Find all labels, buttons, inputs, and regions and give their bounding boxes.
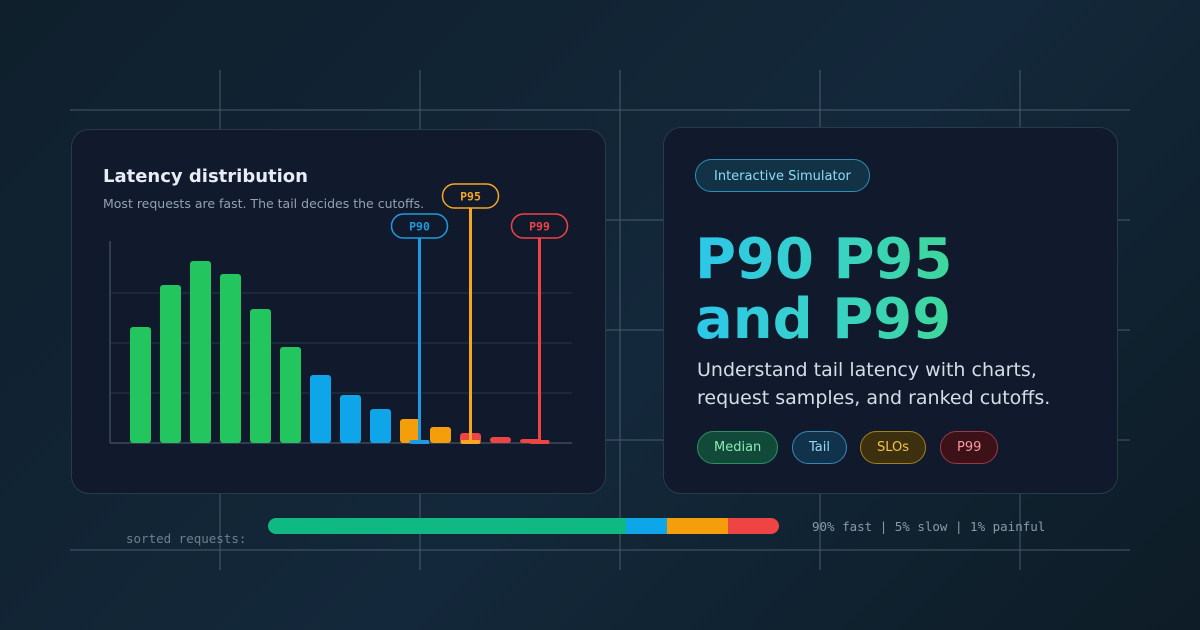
hero-title: P90 P95 and P99	[695, 230, 952, 350]
p90-marker-pill	[390, 213, 449, 239]
histogram-bar	[160, 285, 181, 443]
tag-median: Median	[697, 431, 779, 464]
hero-title-line-2: and P99	[695, 287, 952, 352]
histogram-bar	[220, 274, 241, 443]
sorted-requests-bar	[268, 518, 779, 534]
histogram-bar	[490, 437, 511, 443]
sorted-segment-slower	[666, 518, 728, 534]
histogram-bar	[400, 419, 421, 443]
p90-marker-foot	[409, 440, 430, 444]
tag-tail: Tail	[792, 431, 847, 464]
tag-p99: P99	[940, 431, 999, 464]
chart-title: Latency distribution	[103, 166, 308, 187]
sorted-requests-legend: 90% fast | 5% slow | 1% painful	[812, 519, 1046, 534]
latency-chart-card: Latency distribution Most requests are f…	[71, 129, 606, 494]
chart-subtitle: Most requests are fast. The tail decides…	[103, 196, 425, 211]
histogram-bar	[130, 327, 151, 443]
histogram-bar	[340, 395, 361, 443]
latency-histogram: P90 P95 P99	[109, 183, 572, 444]
histogram-bar	[310, 375, 331, 443]
p99-marker-pill	[510, 213, 569, 239]
histogram-bar	[430, 427, 451, 443]
p95-marker-label: P95	[460, 190, 481, 204]
p99-marker-label: P99	[529, 220, 550, 234]
histogram-bar	[370, 409, 391, 443]
hero-title-line-1: P90 P95	[695, 227, 953, 292]
interactive-simulator-badge: Interactive Simulator	[695, 159, 870, 192]
sorted-requests-label: sorted requests:	[126, 531, 247, 546]
p90-marker-label: P90	[409, 220, 430, 234]
histogram-bar	[250, 309, 271, 443]
p95-marker-pill	[441, 183, 500, 209]
sorted-segment-painful	[727, 518, 779, 534]
hero-card: Interactive Simulator P90 P95 and P99 Un…	[663, 127, 1118, 494]
p99-marker-foot	[529, 440, 550, 444]
sorted-segment-fast	[268, 518, 626, 534]
hero-description: Understand tail latency with charts, req…	[697, 359, 1051, 409]
tag-slos: SLOs	[860, 431, 927, 464]
sorted-segment-slow	[625, 518, 667, 534]
histogram-bar	[190, 261, 211, 443]
histogram-bar	[280, 347, 301, 443]
p95-marker-foot	[460, 440, 481, 444]
